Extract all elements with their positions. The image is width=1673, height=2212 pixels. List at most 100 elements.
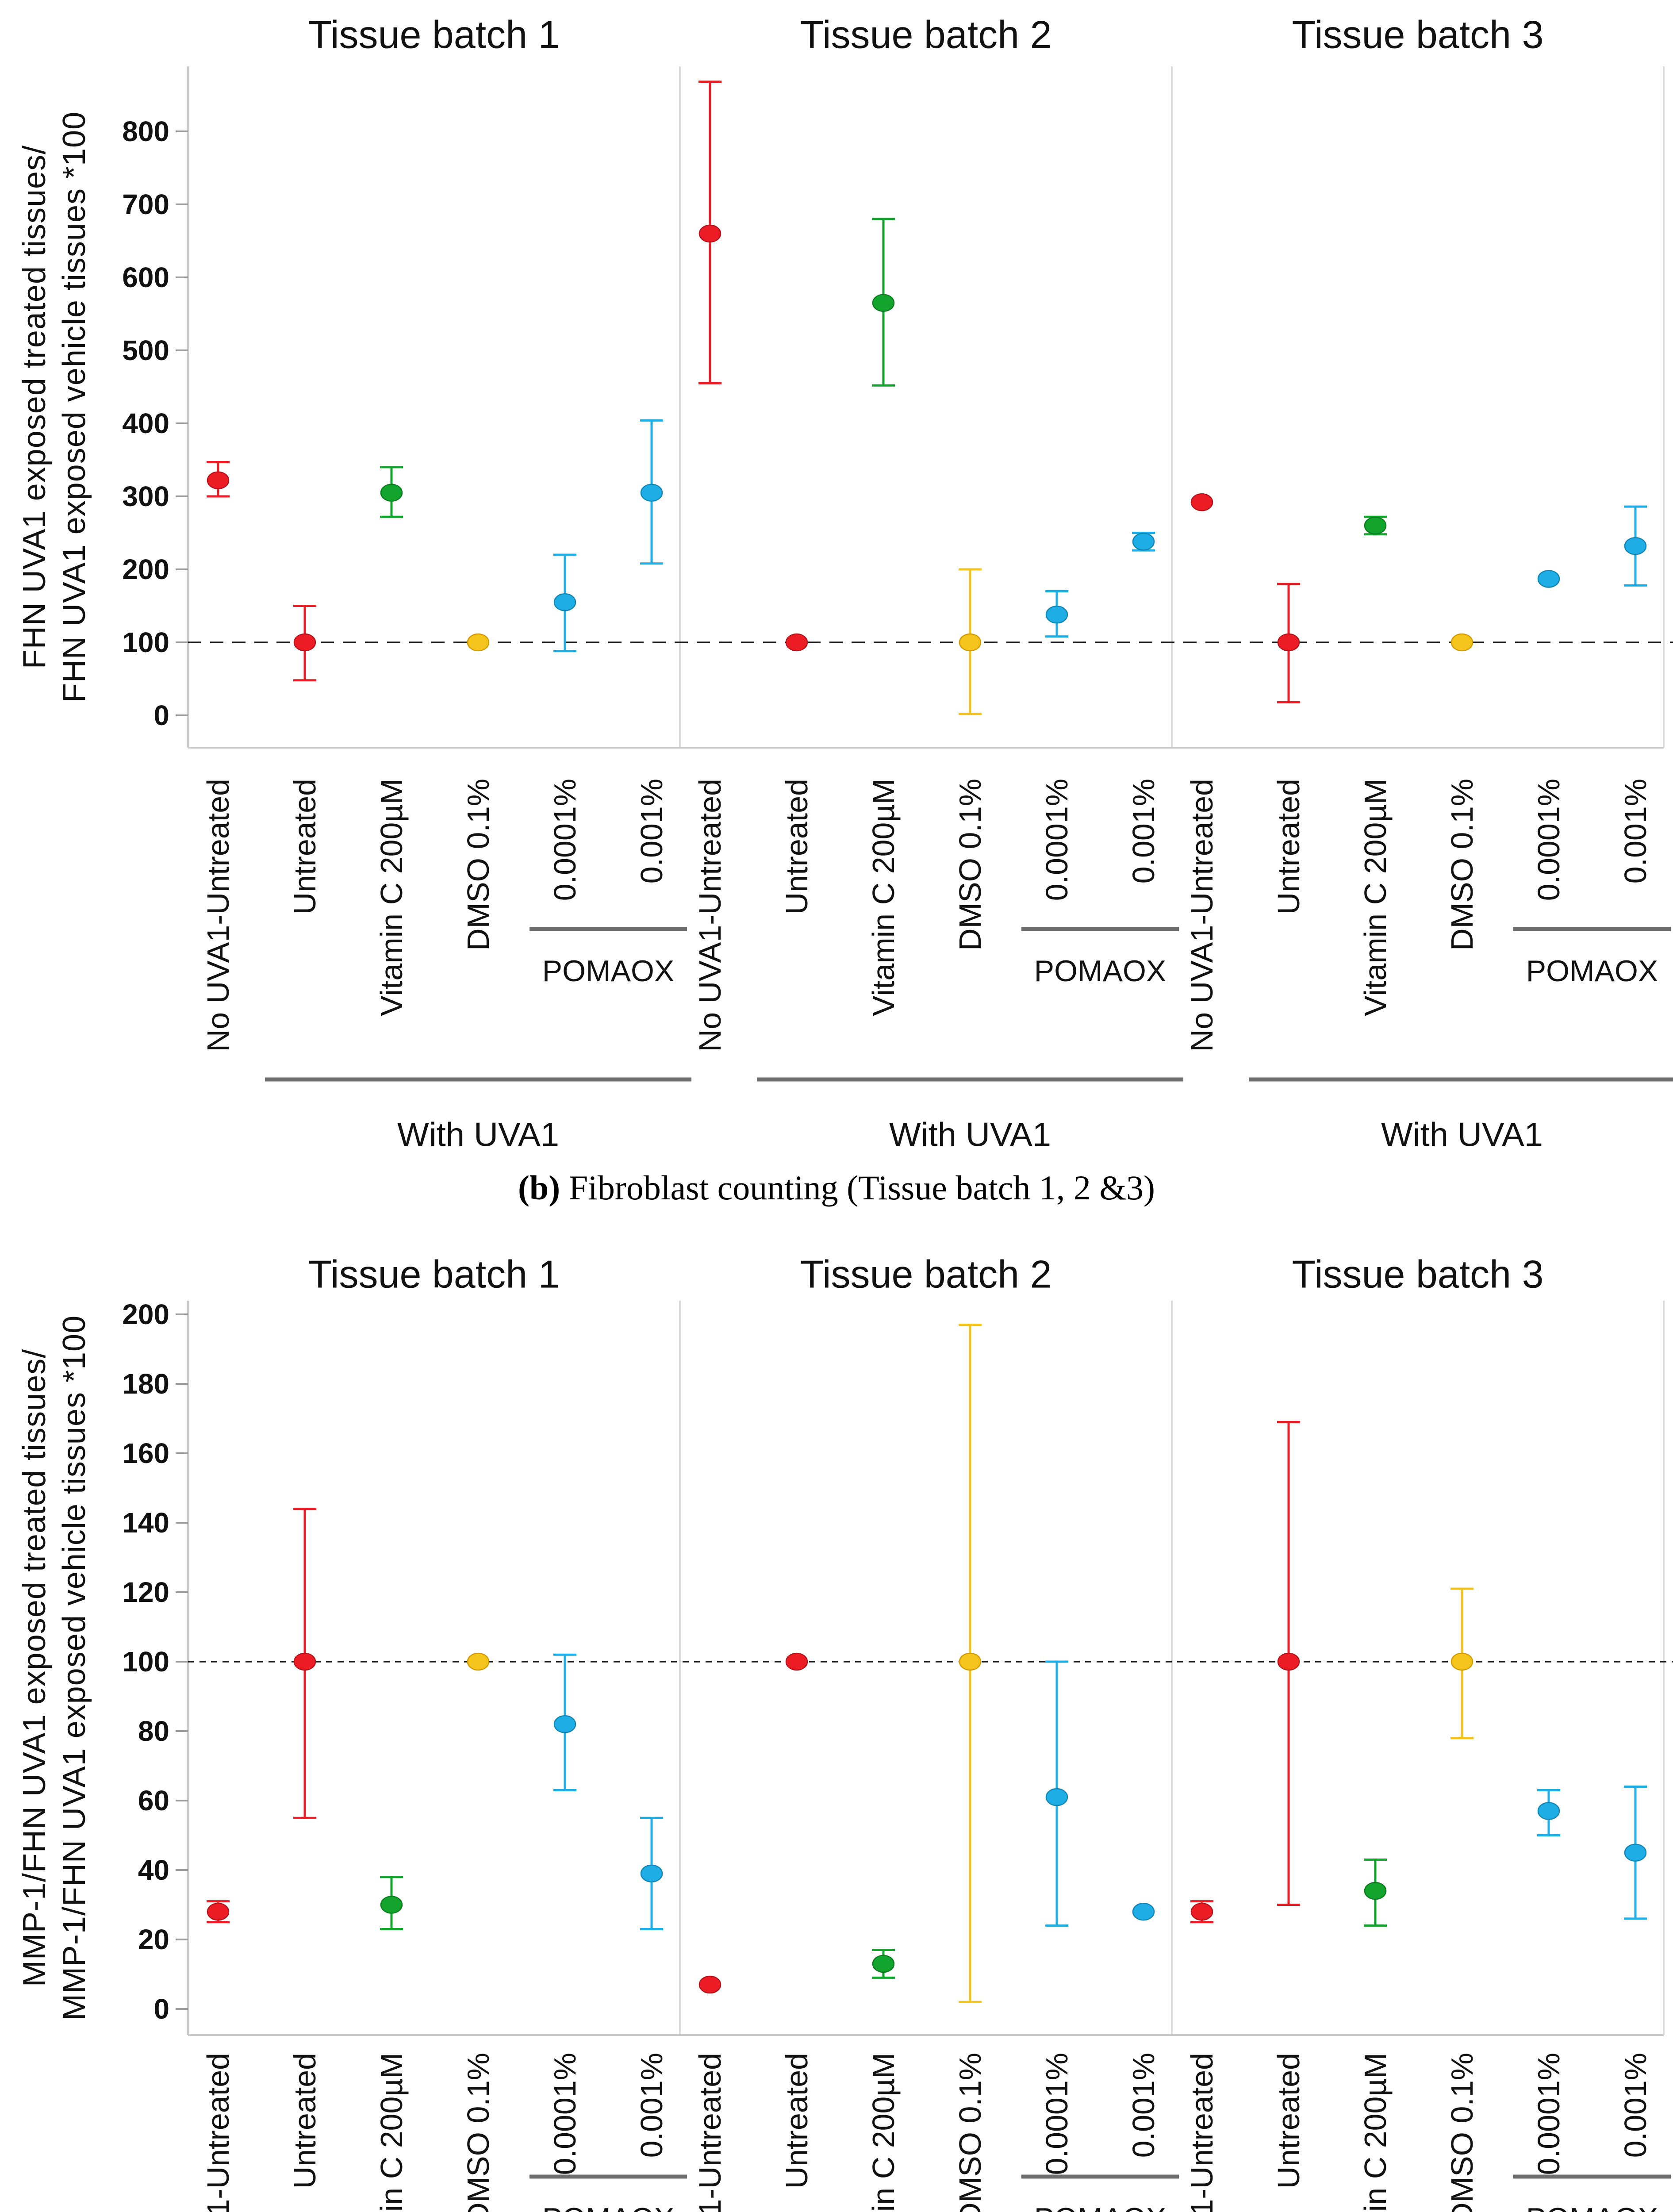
x-category-label: No UVA1-Untreated <box>693 779 727 1052</box>
y-tick-label: 300 <box>122 480 169 512</box>
panel-title: Tissue batch 1 <box>308 13 560 57</box>
x-category-label: 0.0001% <box>1531 2053 1566 2175</box>
data-point <box>959 1652 982 1671</box>
x-category-label: 0.0001% <box>1040 2053 1074 2175</box>
data-point <box>1624 537 1647 555</box>
x-category-label: Untreated <box>288 2053 322 2189</box>
group-label-with-uva1: With UVA1 <box>397 1116 559 1154</box>
group-label-pomaox: POMAOX <box>542 954 675 988</box>
y-tick-label: 700 <box>122 188 169 220</box>
data-point <box>698 224 721 243</box>
data-point <box>1450 1652 1473 1671</box>
y-tick-label: 800 <box>122 115 169 147</box>
panel-title: Tissue batch 1 <box>308 1252 560 1296</box>
y-tick-label: 60 <box>138 1785 169 1816</box>
x-category-label: Vitamin C 200µM <box>1358 779 1393 1016</box>
x-category-label: 0.0001% <box>1040 779 1074 901</box>
x-category-label: 0.0001% <box>548 2053 582 2175</box>
fibroblast-counting-chart: 0 100 200 300 400 500 600 700 800 Tissue batch 1 N… <box>122 13 1673 1154</box>
x-category-label: 0.001% <box>1618 2053 1653 2158</box>
data-point <box>785 1652 808 1671</box>
data-point <box>207 1902 230 1921</box>
chart-b-caption-text: Fibroblast counting (Tissue batch 1, 2 &… <box>568 1168 1155 1207</box>
x-category-label: DMSO 0.1% <box>1445 779 1479 951</box>
data-point <box>872 294 895 312</box>
x-category-label: No UVA1-Untreated <box>693 2053 727 2212</box>
y-tick-label: 0 <box>153 1993 169 2025</box>
x-category-label: DMSO 0.1% <box>461 779 495 951</box>
x-category-label: 0.001% <box>1126 779 1161 883</box>
y-tick-label: 600 <box>122 261 169 293</box>
x-category-label: No UVA1-Untreated <box>1185 779 1219 1052</box>
x-category-label: DMSO 0.1% <box>953 2053 987 2212</box>
chart-b-ylabel-line1: FHN UVA1 exposed treated tissues/ <box>17 145 52 669</box>
data-point <box>1364 1882 1387 1900</box>
data-point <box>207 471 230 489</box>
y-tick-label: 200 <box>122 553 169 585</box>
data-point <box>1190 493 1213 511</box>
data-point <box>1624 1843 1647 1862</box>
data-point <box>1190 1902 1213 1921</box>
y-tick-label: 100 <box>122 1646 169 1678</box>
x-category-label: No UVA1-Untreated <box>201 779 235 1052</box>
data-point <box>640 484 663 502</box>
x-category-label: Vitamin C 200µM <box>374 779 409 1016</box>
y-tick-label: 140 <box>122 1507 169 1539</box>
data-point <box>698 1975 721 1994</box>
x-category-label: 0.001% <box>1618 779 1653 883</box>
data-point <box>467 1652 490 1671</box>
panel-title: Tissue batch 2 <box>800 13 1051 57</box>
x-category-label: Untreated <box>1271 779 1306 914</box>
data-point <box>959 633 982 652</box>
x-category-label: 0.0001% <box>548 779 582 901</box>
x-category-label: DMSO 0.1% <box>953 779 987 951</box>
y-tick-label: 40 <box>138 1854 169 1886</box>
x-category-label: 0.001% <box>634 2053 669 2158</box>
panel-title: Tissue batch 3 <box>1292 1252 1543 1296</box>
y-tick-label: 100 <box>122 626 169 658</box>
data-point <box>1277 633 1300 652</box>
x-category-label: Untreated <box>779 779 814 914</box>
y-tick-label: 160 <box>122 1437 169 1469</box>
data-point <box>1537 570 1560 588</box>
x-category-label: No UVA1-Untreated <box>201 2053 235 2212</box>
x-category-label: 0.0001% <box>1531 779 1566 901</box>
x-category-label: Vitamin C 200µM <box>866 2053 901 2212</box>
group-label-pomaox: POMAOX <box>1034 2202 1166 2212</box>
x-category-label: Vitamin C 200µM <box>374 2053 409 2212</box>
x-category-label: Vitamin C 200µM <box>866 779 901 1016</box>
chart-c-ylabel-line2: MMP-1/FHN UVA1 exposed vehicle tissues *… <box>57 1315 92 2021</box>
data-point <box>553 593 576 611</box>
group-label-pomaox: POMAOX <box>1034 954 1166 988</box>
panel-title: Tissue batch 2 <box>800 1252 1051 1296</box>
group-label-with-uva1: With UVA1 <box>889 1116 1051 1154</box>
data-point <box>293 633 316 652</box>
data-point <box>872 1955 895 1973</box>
data-point <box>1132 1902 1155 1921</box>
data-point <box>1277 1652 1300 1671</box>
group-label-pomaox: POMAOX <box>1526 2202 1658 2212</box>
y-tick-label: 200 <box>122 1298 169 1330</box>
x-category-label: DMSO 0.1% <box>461 2053 495 2212</box>
data-point <box>1045 606 1068 624</box>
data-point <box>1364 516 1387 535</box>
group-label-with-uva1: With UVA1 <box>1381 1116 1543 1154</box>
x-category-label: Untreated <box>1271 2053 1306 2189</box>
x-category-label: 0.001% <box>1126 2053 1161 2158</box>
data-point <box>380 484 403 502</box>
y-tick-label: 120 <box>122 1576 169 1608</box>
group-label-pomaox: POMAOX <box>542 2202 675 2212</box>
mmp1-release-chart: 0 20 40 60 80 100 120 140 160 180 200 Tissue batch … <box>122 1252 1673 2212</box>
data-point <box>1450 633 1473 652</box>
data-point <box>640 1864 663 1883</box>
chart-c-ylabel-line1: MMP-1/FHN UVA1 exposed treated tissues/ <box>17 1348 52 1987</box>
x-category-label: Untreated <box>779 2053 814 2189</box>
y-tick-label: 20 <box>138 1924 169 1955</box>
x-category-label: No UVA1-Untreated <box>1185 2053 1219 2212</box>
data-point <box>553 1715 576 1733</box>
y-tick-label: 400 <box>122 407 169 439</box>
y-tick-label: 0 <box>153 699 169 731</box>
group-label-pomaox: POMAOX <box>1526 954 1658 988</box>
data-point <box>467 633 490 652</box>
